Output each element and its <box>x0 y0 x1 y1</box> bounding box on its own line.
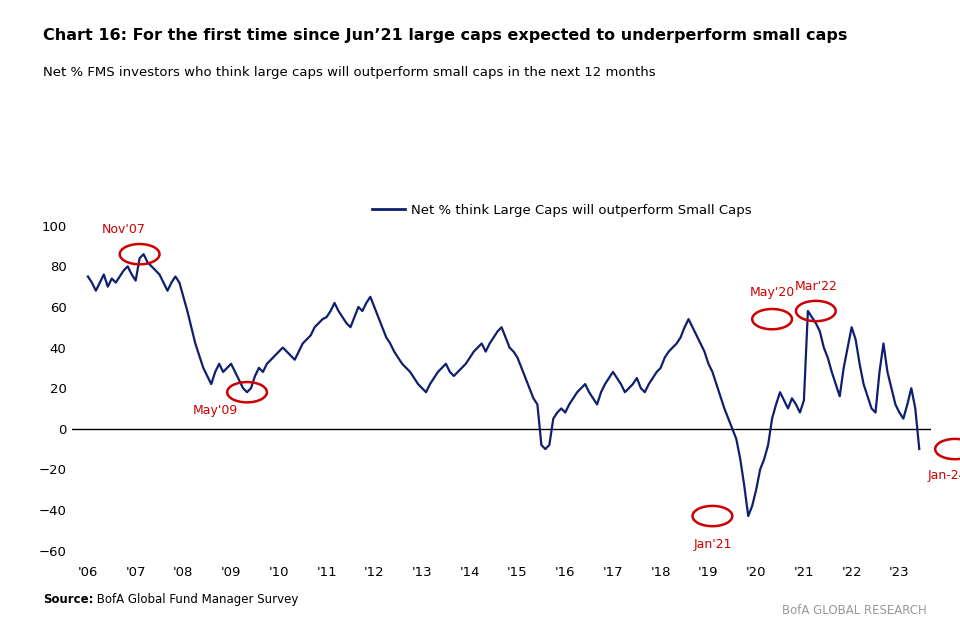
Text: Nov'07: Nov'07 <box>102 223 146 236</box>
Text: BofA GLOBAL RESEARCH: BofA GLOBAL RESEARCH <box>781 604 926 617</box>
Text: Net % FMS investors who think large caps will outperform small caps in the next : Net % FMS investors who think large caps… <box>43 66 656 79</box>
Text: Source:: Source: <box>43 593 94 607</box>
Text: BofA Global Fund Manager Survey: BofA Global Fund Manager Survey <box>93 593 299 607</box>
Text: May'20: May'20 <box>750 286 795 299</box>
Text: Jan-24: Jan-24 <box>927 469 960 482</box>
Legend: Net % think Large Caps will outperform Small Caps: Net % think Large Caps will outperform S… <box>367 198 757 222</box>
Text: Mar'22: Mar'22 <box>795 280 837 293</box>
Text: Jan'21: Jan'21 <box>693 538 732 551</box>
Text: Chart 16: For the first time since Jun’21 large caps expected to underperform sm: Chart 16: For the first time since Jun’2… <box>43 28 848 43</box>
Text: May'09: May'09 <box>193 404 238 417</box>
